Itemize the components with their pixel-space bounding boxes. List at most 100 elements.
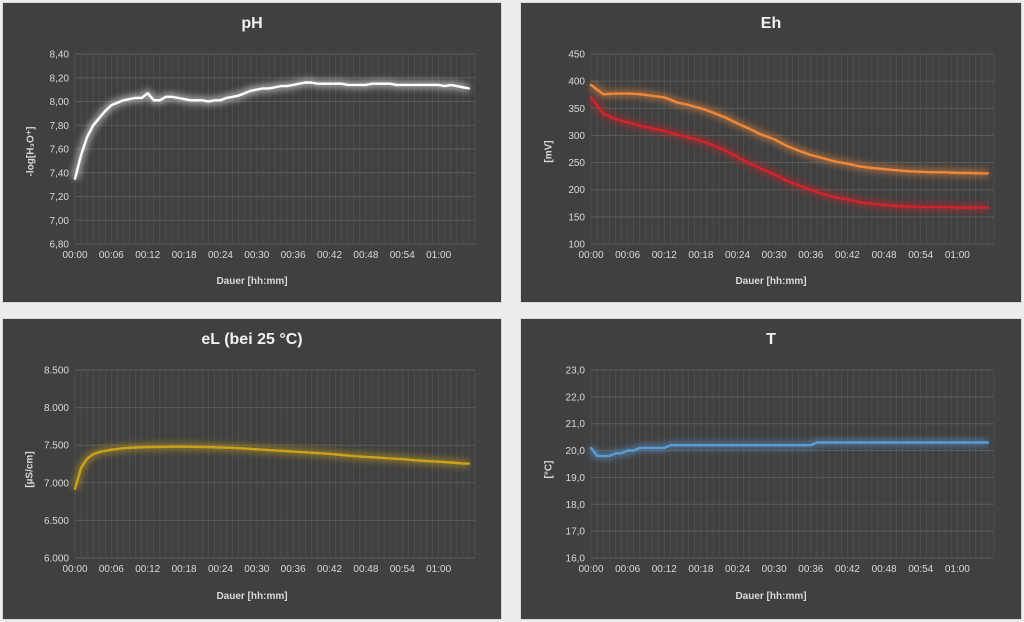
y-tick-label: 250: [568, 158, 585, 169]
y-tick-label: 300: [568, 131, 585, 142]
x-tick-label: 00:00: [62, 250, 87, 261]
y-tick-label: 7,40: [50, 168, 70, 179]
y-tick-label: 7,20: [50, 192, 70, 203]
x-tick-label: 00:30: [762, 564, 787, 575]
y-tick-label: 350: [568, 104, 585, 115]
y-axis-label: [mV]: [543, 140, 555, 163]
x-tick-label: 00:42: [835, 250, 860, 261]
x-tick-label: 00:18: [172, 250, 197, 261]
x-tick-label: 01:00: [945, 564, 970, 575]
y-tick-label: 8,40: [50, 50, 70, 61]
x-tick-label: 00:00: [62, 564, 87, 575]
y-tick-label: 7,80: [50, 121, 70, 132]
x-tick-label: 00:12: [135, 250, 160, 261]
y-tick-label: 16,0: [566, 554, 586, 565]
x-tick-label: 00:36: [281, 250, 306, 261]
x-axis-label: Dauer [hh:mm]: [216, 276, 288, 287]
y-tick-label: 6.500: [44, 516, 69, 527]
y-tick-label: 450: [568, 50, 585, 61]
chart-svg-eh: 100 150 200 250 300 350 400 450 00:00 00:06 00:12 0…: [568, 50, 995, 261]
y-tick-label: 7,60: [50, 145, 70, 156]
series-line: [73, 445, 471, 491]
y-axis-label: -log[H₃O⁺]: [25, 126, 37, 177]
x-tick-label: 01:00: [426, 250, 451, 261]
y-tick-label: 19,0: [566, 473, 586, 484]
chart-svg-t: 16,0 17,0 18,0 19,0 20,0 21,0 22,0 23,0 00:00 00:…: [566, 366, 995, 575]
series-line: [589, 441, 990, 458]
series-line: [589, 83, 990, 175]
x-tick-label: 01:00: [945, 250, 970, 261]
x-axis-label: Dauer [hh:mm]: [735, 591, 807, 602]
x-tick-label: 00:18: [688, 564, 713, 575]
series-glow: [588, 95, 988, 212]
y-tick-label: 100: [568, 240, 585, 251]
y-tick-label: 22,0: [566, 392, 586, 403]
y-tick-label: 8.500: [44, 366, 69, 377]
y-tick-label: 7,00: [50, 216, 70, 227]
series-line: [589, 96, 990, 209]
x-tick-label: 00:24: [208, 564, 233, 575]
x-tick-label: 00:24: [725, 250, 750, 261]
y-tick-label: 8.000: [44, 403, 69, 414]
x-axis-label: Dauer [hh:mm]: [216, 591, 288, 602]
chart-svg-ph: 6,80 7,00 7,20 7,40 7,60 7,80 8,00 8,20 8,40 00:0…: [50, 50, 476, 261]
x-tick-label: 00:00: [578, 564, 603, 575]
x-tick-label: 00:06: [99, 250, 124, 261]
x-tick-label: 00:36: [281, 564, 306, 575]
y-tick-label: 18,0: [566, 500, 586, 511]
x-tick-label: 00:54: [390, 564, 415, 575]
chart-panel-ph: 6,80 7,00 7,20 7,40 7,60 7,80 8,00 8,20 8,40 00:0…: [2, 2, 502, 303]
y-tick-label: 200: [568, 185, 585, 196]
x-tick-label: 00:42: [317, 564, 342, 575]
series-glow: [71, 79, 470, 180]
y-tick-label: 400: [568, 77, 585, 88]
x-tick-label: 00:36: [798, 564, 823, 575]
x-tick-label: 00:12: [652, 250, 677, 261]
y-tick-label: 150: [568, 212, 585, 223]
y-axis-label: [µS/cm]: [24, 451, 36, 488]
x-tick-label: 00:06: [615, 250, 640, 261]
x-tick-label: 00:42: [317, 250, 342, 261]
x-tick-label: 00:48: [353, 250, 378, 261]
x-tick-label: 00:48: [872, 250, 897, 261]
x-tick-label: 00:54: [908, 564, 933, 575]
chart-title: Eh: [760, 15, 782, 32]
y-tick-label: 17,0: [566, 527, 586, 538]
x-tick-label: 00:18: [172, 564, 197, 575]
y-tick-label: 20,0: [566, 446, 586, 457]
chart-title: T: [766, 331, 776, 348]
y-tick-label: 23,0: [566, 366, 586, 377]
x-tick-label: 00:30: [762, 250, 787, 261]
x-tick-label: 00:54: [390, 250, 415, 261]
y-tick-label: 6,80: [50, 240, 70, 251]
x-tick-label: 00:54: [908, 250, 933, 261]
x-tick-label: 01:00: [426, 564, 451, 575]
series-line: [73, 81, 471, 180]
x-tick-label: 00:48: [353, 564, 378, 575]
y-tick-label: 8,20: [50, 73, 70, 84]
x-tick-label: 00:18: [688, 250, 713, 261]
chart-panel-eh: 100 150 200 250 300 350 400 450 00:00 00:06 00:12 0…: [520, 2, 1022, 303]
y-axis-label: [°C]: [543, 460, 555, 479]
x-tick-label: 00:30: [244, 250, 269, 261]
y-tick-label: 7.000: [44, 478, 69, 489]
y-tick-label: 6.000: [44, 554, 69, 565]
x-tick-label: 00:24: [208, 250, 233, 261]
chart-panel-t: 16,0 17,0 18,0 19,0 20,0 21,0 22,0 23,0 00:00 00:…: [520, 318, 1022, 620]
x-tick-label: 00:12: [135, 564, 160, 575]
chart-title: eL (bei 25 °C): [201, 331, 303, 348]
x-axis-label: Dauer [hh:mm]: [735, 276, 807, 287]
chart-panel-el: 6.000 6.500 7.000 7.500 8.000 8.500 00:00 00:06…: [2, 318, 502, 620]
x-tick-label: 00:36: [798, 250, 823, 261]
x-tick-label: 00:12: [652, 564, 677, 575]
x-tick-label: 00:42: [835, 564, 860, 575]
x-tick-label: 00:48: [872, 564, 897, 575]
y-tick-label: 8,00: [50, 97, 70, 108]
chart-svg-el: 6.000 6.500 7.000 7.500 8.000 8.500 00:00 00:06…: [44, 366, 476, 575]
x-tick-label: 00:30: [244, 564, 269, 575]
chart-title: pH: [241, 15, 263, 32]
y-tick-label: 21,0: [566, 419, 586, 430]
x-tick-label: 00:00: [578, 250, 603, 261]
x-tick-label: 00:06: [99, 564, 124, 575]
y-tick-label: 7.500: [44, 441, 69, 452]
